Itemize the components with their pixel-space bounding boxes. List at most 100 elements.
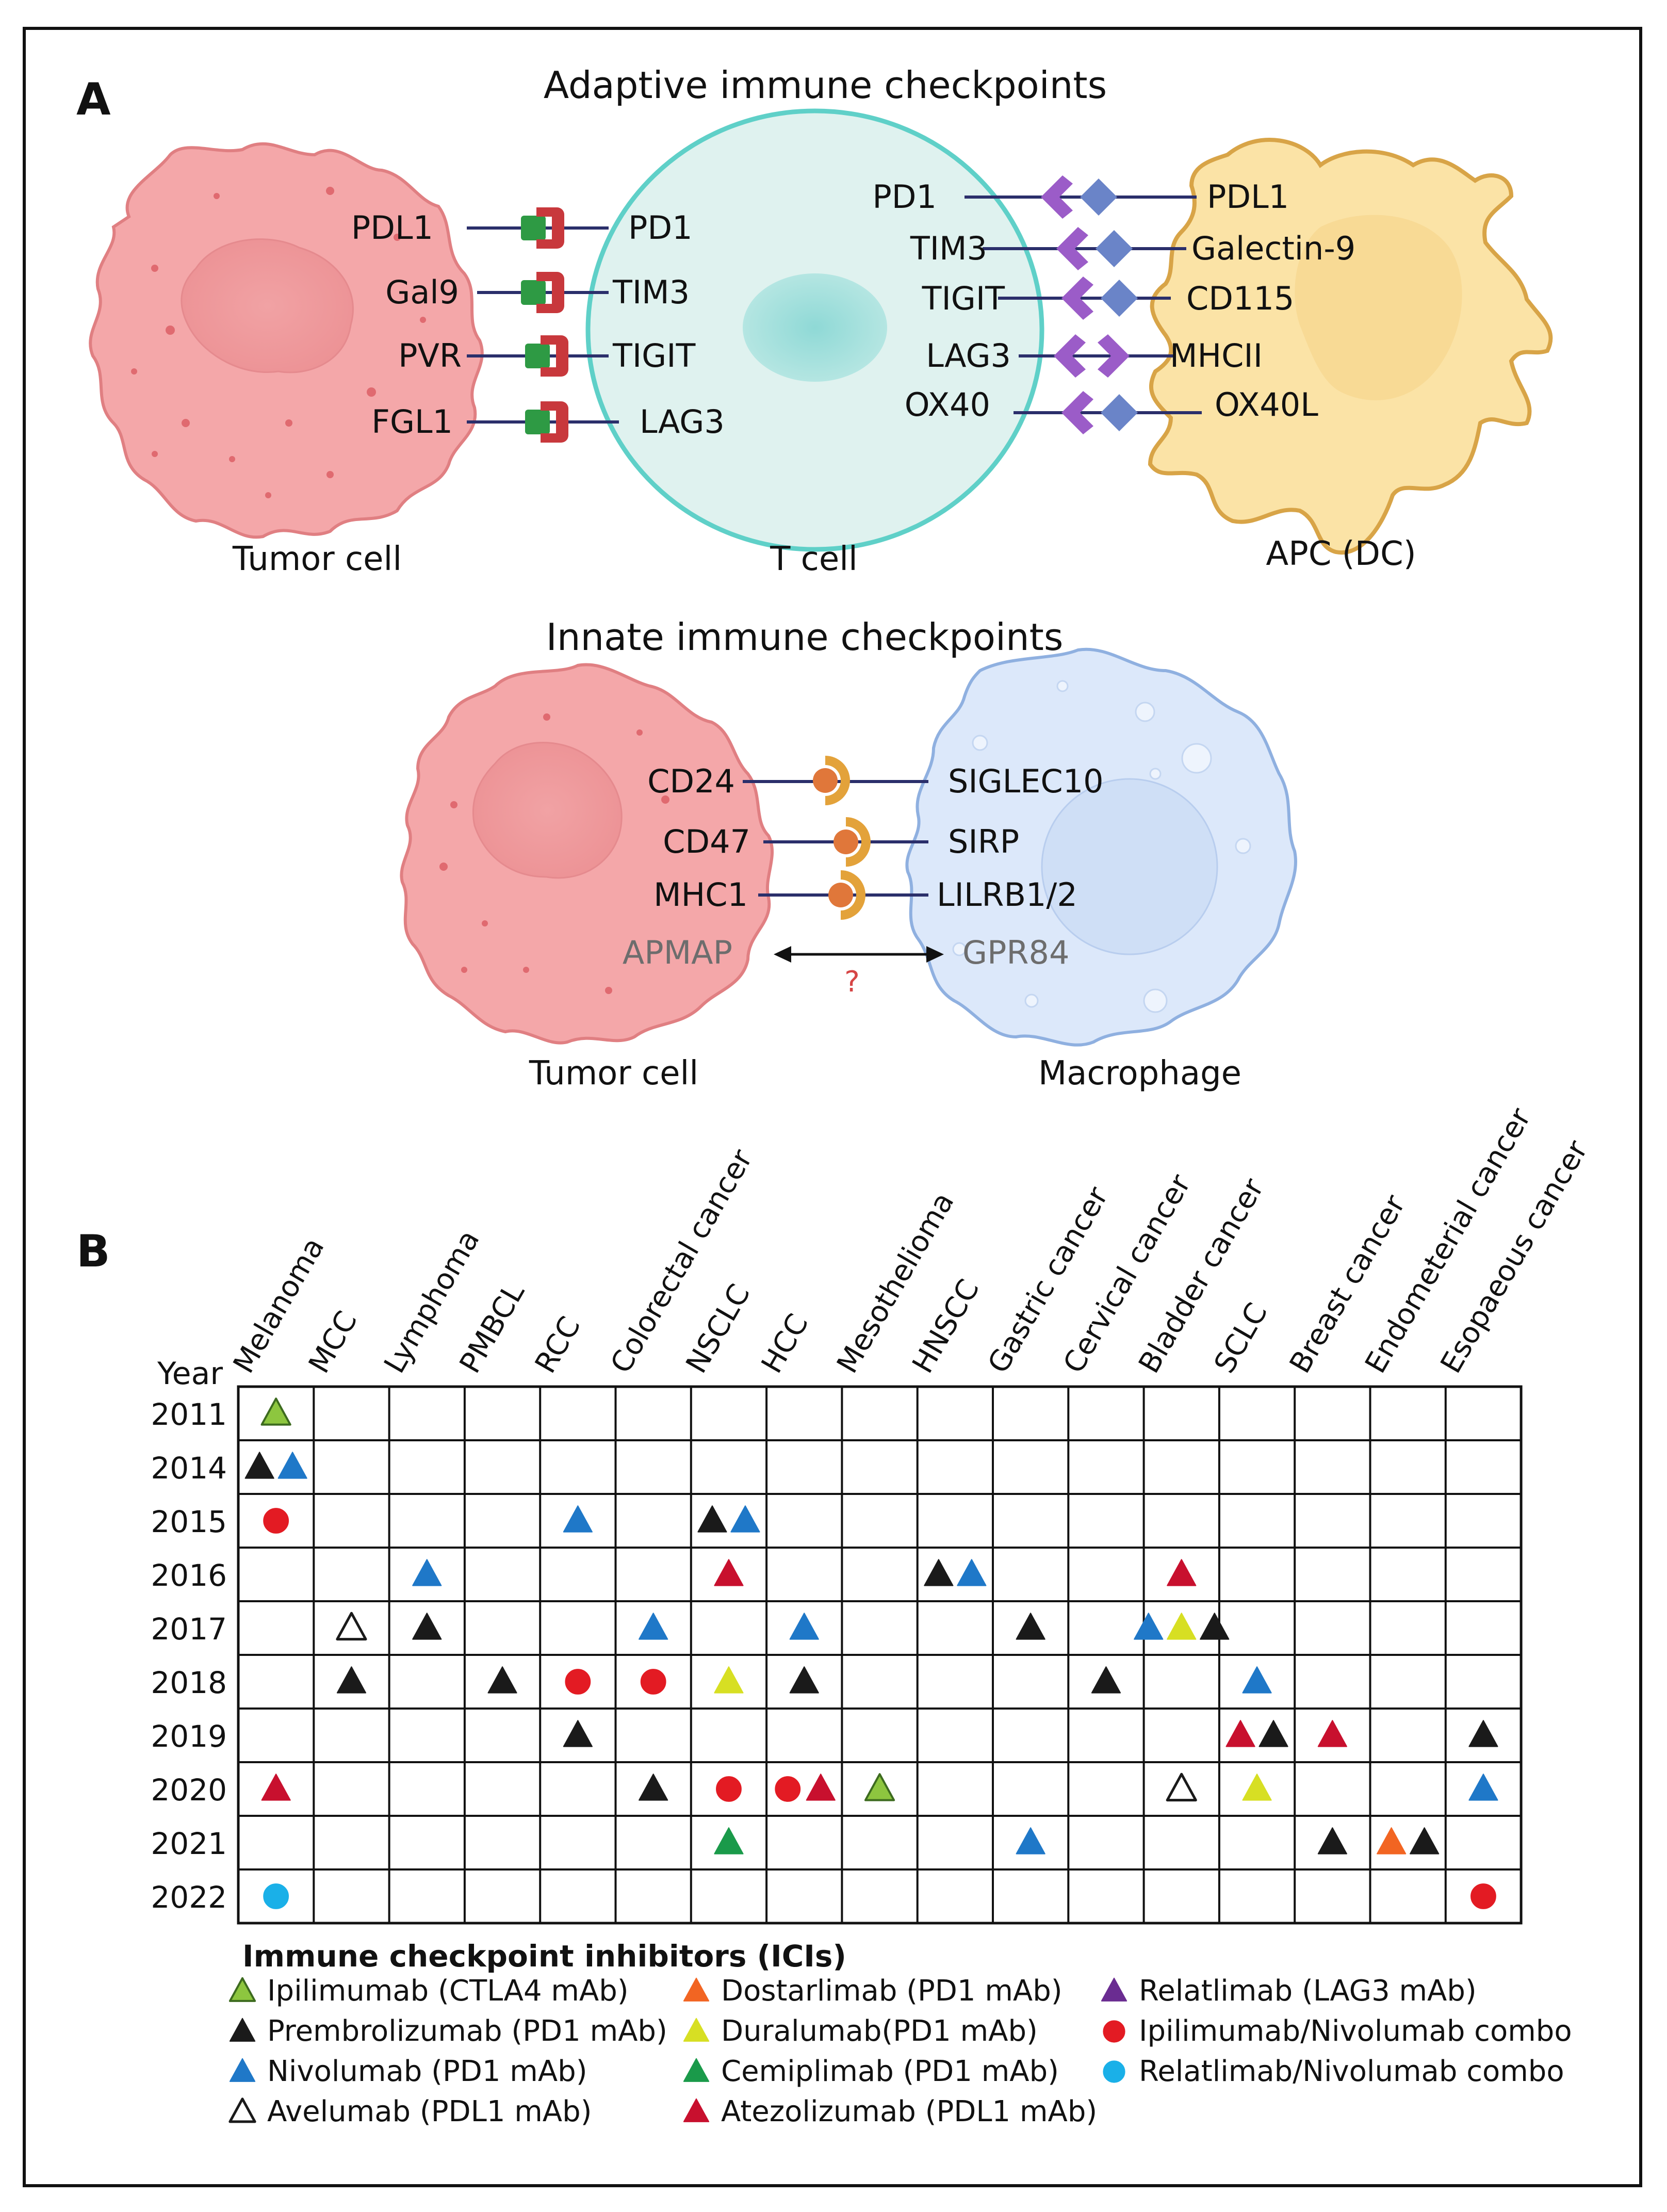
label-innate-mhc1: MHC1 — [653, 876, 748, 914]
column-header-hnscc: HNSCC — [906, 1274, 986, 1379]
pdl1-pd1-pair — [521, 207, 564, 249]
t-cell — [585, 108, 1044, 552]
legend-label-prembrolizumab: Prembrolizumab (PD1 mAb) — [267, 2014, 667, 2048]
year-header: Year — [157, 1356, 223, 1392]
year-label-2020: 2020 — [151, 1772, 227, 1808]
tumor-cell-top — [89, 142, 484, 539]
mhc1-lilrb-pair — [828, 870, 865, 920]
marker-nivolumab-nsclc-2015 — [730, 1505, 760, 1533]
pd1-pdl1-pair — [1041, 175, 1117, 219]
legend-title: Immune checkpoint inhibitors (ICIs) — [242, 1939, 846, 1974]
marker-ipilimumab-melanoma-2011 — [260, 1397, 291, 1426]
marker-nivolumab-hcc-2017 — [789, 1613, 819, 1640]
marker-prembrolizumab-mcc-2018 — [336, 1666, 367, 1694]
label-apc-ox40l: OX40L — [1215, 386, 1318, 424]
marker-avelumab-bladder-cancer-2020 — [1166, 1772, 1197, 1802]
marker-prembrolizumab-gastric-cancer-2017 — [1016, 1613, 1045, 1640]
legend-marker-rela-nivo-combo — [1101, 2059, 1127, 2085]
legend-label-nivolumab: Nivolumab (PD1 mAb) — [267, 2055, 587, 2088]
caption-apc: APC (DC) — [1266, 535, 1416, 573]
innate-receptor-pairs — [813, 756, 871, 920]
approval-table-grid — [237, 1385, 1523, 1925]
legend-marker-cemiplimab — [683, 2058, 710, 2082]
label-apc-galectin9: Galectin-9 — [1191, 230, 1355, 267]
marker-ipi-nivo-combo-colorectal-cancer-2018 — [639, 1667, 668, 1696]
marker-prembrolizumab-nsclc-2015 — [697, 1505, 727, 1533]
label-macrophage-gpr84: GPR84 — [962, 934, 1069, 971]
marker-prembrolizumab-colorectal-cancer-2020 — [639, 1774, 668, 1801]
tigit-cd115-pair — [1061, 276, 1138, 320]
marker-ipi-nivo-combo-hcc-2020 — [773, 1775, 803, 1803]
tumor-cell-innate — [400, 663, 774, 1045]
caption-t-cell: T cell — [770, 540, 858, 578]
legend-label-atezolizumab: Atezolizumab (PDL1 mAb) — [721, 2095, 1097, 2128]
label-apc-pdl1: PDL1 — [1207, 178, 1289, 216]
lag3-mhcii-pair — [1054, 334, 1130, 378]
unknown-question-mark: ? — [844, 965, 860, 999]
marker-atezolizumab-sclc-2019 — [1225, 1720, 1255, 1747]
column-header-rcc: RCC — [529, 1311, 587, 1379]
marker-avelumab-mcc-2017 — [336, 1612, 367, 1641]
unknown-interaction-arrow — [774, 946, 944, 963]
label-tumor-gal9: Gal9 — [385, 273, 459, 311]
label-tumor-pvr: PVR — [398, 337, 462, 375]
label-macrophage-siglec10: SIGLEC10 — [948, 762, 1104, 800]
label-tumor-fgl1: FGL1 — [371, 403, 453, 441]
label-tcell-pd1-right: PD1 — [872, 178, 937, 216]
legend-marker-prembrolizumab — [229, 2018, 256, 2042]
macrophage-nucleus — [1041, 778, 1218, 955]
marker-prembrolizumab-hnscc-2016 — [924, 1559, 954, 1586]
label-tcell-tigit-right: TIGIT — [922, 280, 1005, 317]
apc-nucleus — [1295, 215, 1462, 400]
fgl1-lag3-pair — [525, 401, 568, 443]
marker-duralumab-nsclc-2018 — [714, 1666, 744, 1694]
approval-markers — [244, 1397, 1498, 1911]
marker-ipi-nivo-combo-melanoma-2015 — [262, 1506, 291, 1535]
cd24-siglec10-pair — [813, 756, 850, 805]
marker-nivolumab-gastric-cancer-2021 — [1016, 1827, 1045, 1855]
tumor-nucleus — [181, 238, 354, 373]
label-tcell-tim3-right: TIM3 — [910, 230, 987, 267]
marker-nivolumab-bladder-cancer-2017 — [1134, 1613, 1164, 1640]
label-innate-cd24: CD24 — [647, 762, 735, 800]
year-label-2018: 2018 — [151, 1665, 227, 1700]
marker-nivolumab-esopaeous-cancer-2020 — [1468, 1774, 1498, 1801]
label-tcell-tim3-left: TIM3 — [612, 273, 690, 311]
marker-nivolumab-hnscc-2016 — [957, 1559, 987, 1586]
label-tumor-pdl1: PDL1 — [351, 209, 433, 247]
marker-ipi-nivo-combo-esopaeous-cancer-2022 — [1469, 1882, 1498, 1911]
figure-frame — [23, 27, 1642, 2187]
marker-atezolizumab-hcc-2020 — [806, 1774, 836, 1801]
t-cell-nucleus — [743, 273, 887, 382]
year-label-2017: 2017 — [151, 1612, 227, 1647]
column-header-sclc: SCLC — [1208, 1297, 1274, 1379]
legend-label-duralumab: Duralumab(PD1 mAb) — [721, 2014, 1038, 2048]
marker-rela-nivo-combo-melanoma-2022 — [262, 1882, 291, 1911]
caption-macrophage: Macrophage — [1038, 1054, 1241, 1093]
legend-label-rela-nivo-combo: Relatlimab/Nivolumab combo — [1139, 2055, 1564, 2088]
marker-prembrolizumab-pmbcl-2018 — [487, 1666, 517, 1694]
legend-marker-ipilimumab — [228, 1977, 256, 2002]
marker-atezolizumab-breast-cancer-2019 — [1317, 1720, 1347, 1747]
marker-prembrolizumab-rcc-2019 — [563, 1720, 593, 1747]
marker-nivolumab-rcc-2015 — [563, 1505, 593, 1533]
label-innate-apmap: APMAP — [623, 934, 732, 971]
label-macrophage-lilrb: LILRB1/2 — [937, 876, 1077, 914]
marker-duralumab-sclc-2020 — [1242, 1774, 1272, 1801]
cd47-sirp-pair — [834, 817, 871, 867]
marker-nivolumab-lymphoma-2016 — [412, 1559, 442, 1586]
label-macrophage-sirp: SIRP — [948, 823, 1019, 860]
legend-marker-ipi-nivo-combo — [1101, 2019, 1127, 2044]
caption-tumor-cell-innate: Tumor cell — [529, 1054, 698, 1093]
column-header-nsclc: NSCLC — [680, 1279, 757, 1379]
tumor-granules — [131, 187, 426, 498]
year-label-2016: 2016 — [151, 1558, 227, 1593]
marker-prembrolizumab-bladder-cancer-2017 — [1200, 1613, 1230, 1640]
tcell-apc-receptor-pairs — [1041, 175, 1138, 434]
legend-label-ipilimumab: Ipilimumab (CTLA4 mAb) — [267, 1974, 629, 2008]
legend-label-avelumab: Avelumab (PDL1 mAb) — [267, 2095, 592, 2128]
legend: Ipilimumab (CTLA4 mAb) Prembrolizumab (PD… — [228, 1974, 1572, 2128]
year-label-2014: 2014 — [151, 1451, 227, 1486]
